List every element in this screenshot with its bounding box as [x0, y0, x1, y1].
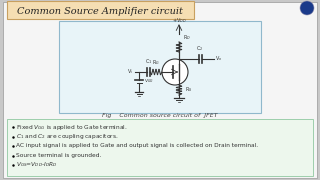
- Text: $C_1$ and $C_2$ are coupling capacitors.: $C_1$ and $C_2$ are coupling capacitors.: [16, 132, 118, 141]
- Text: V$_o$: V$_o$: [215, 55, 222, 64]
- Circle shape: [300, 1, 314, 15]
- Text: AC input signal is applied to Gate and output signal is collected on Drain termi: AC input signal is applied to Gate and o…: [16, 143, 258, 148]
- Circle shape: [162, 59, 188, 85]
- Text: Fixed $V_{GG}$ is applied to Gate terminal.: Fixed $V_{GG}$ is applied to Gate termin…: [16, 123, 128, 132]
- Text: C$_2$: C$_2$: [196, 44, 204, 53]
- Text: C$_1$: C$_1$: [145, 57, 152, 66]
- Text: Source terminal is grounded.: Source terminal is grounded.: [16, 153, 101, 158]
- Text: +V$_{DD}$: +V$_{DD}$: [172, 16, 186, 25]
- FancyBboxPatch shape: [59, 21, 261, 113]
- Text: $V_{GS}$=$V_{DD}$-$I_D$$R_D$: $V_{GS}$=$V_{DD}$-$I_D$$R_D$: [16, 161, 58, 169]
- Text: V$_i$: V$_i$: [127, 68, 133, 76]
- Text: R$_S$: R$_S$: [185, 86, 192, 94]
- Text: Common Source Amplifier circuit: Common Source Amplifier circuit: [17, 6, 183, 15]
- Text: R$_G$: R$_G$: [152, 58, 160, 67]
- FancyBboxPatch shape: [7, 119, 313, 176]
- FancyBboxPatch shape: [7, 1, 194, 19]
- Text: R$_D$: R$_D$: [183, 33, 191, 42]
- Text: Fig    Common source circuit of  JFET: Fig Common source circuit of JFET: [102, 114, 218, 118]
- FancyBboxPatch shape: [3, 2, 317, 178]
- Text: V$_{GG}$: V$_{GG}$: [144, 78, 154, 85]
